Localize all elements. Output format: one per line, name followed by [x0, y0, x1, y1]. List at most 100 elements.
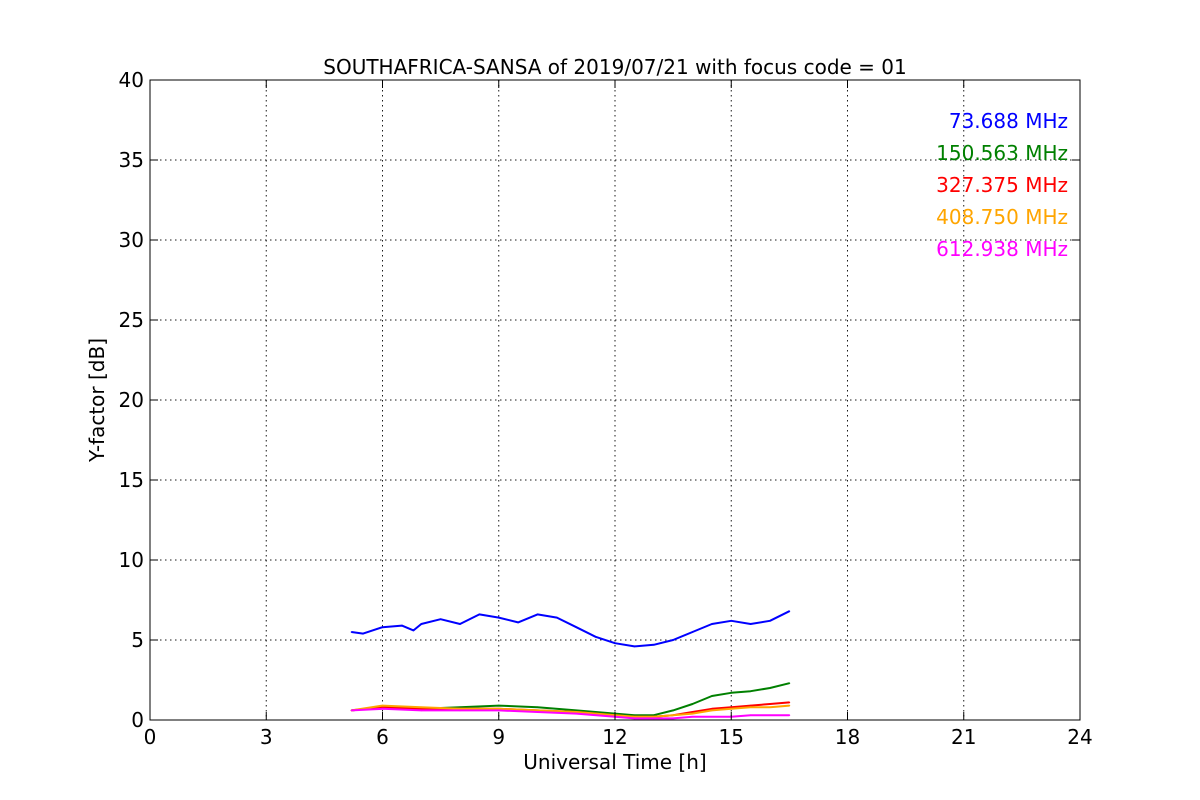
y-axis-label: Y-factor [dB]	[85, 338, 109, 463]
x-tick-label: 3	[260, 725, 273, 749]
data-point	[788, 701, 791, 704]
x-tick-label: 15	[719, 725, 744, 749]
data-point	[788, 610, 791, 612]
x-tick-label: 9	[492, 725, 505, 749]
data-point	[769, 620, 771, 622]
data-point	[498, 709, 500, 712]
data-point	[381, 704, 384, 707]
data-point	[536, 709, 539, 712]
data-point	[711, 623, 713, 625]
data-point	[381, 708, 384, 710]
legend-entry: 327.375 MHz	[936, 173, 1068, 197]
data-point	[788, 704, 791, 707]
data-point	[362, 632, 364, 635]
data-point	[350, 631, 353, 633]
data-point	[420, 709, 423, 712]
series-lines	[350, 610, 791, 720]
data-point	[575, 711, 578, 713]
data-point	[691, 631, 694, 633]
grid-lines	[149, 79, 1081, 721]
data-point	[350, 709, 353, 712]
data-point	[730, 706, 733, 708]
legend-entry: 612.938 MHz	[936, 237, 1068, 261]
x-axis-label: Universal Time [h]	[523, 750, 706, 774]
legend-entry: 408.750 MHz	[936, 205, 1068, 229]
x-tick-label: 0	[144, 725, 157, 749]
data-point	[672, 709, 674, 712]
legend: 73.688 MHz 150.563 MHz 327.375 MHz 408.750 …	[936, 109, 1068, 261]
x-tick-label: 21	[951, 725, 976, 749]
data-point	[536, 613, 539, 616]
data-point	[633, 716, 636, 718]
data-point	[730, 692, 733, 694]
data-point	[459, 708, 461, 710]
data-point	[459, 709, 461, 712]
data-point	[459, 623, 461, 625]
data-point	[788, 714, 791, 716]
data-point	[517, 621, 519, 624]
data-point	[653, 644, 655, 646]
y-tick-label: 0	[131, 708, 144, 732]
data-point	[653, 717, 655, 720]
data-point	[633, 714, 636, 716]
data-point	[420, 708, 423, 710]
data-point	[749, 623, 752, 625]
data-point	[730, 708, 733, 710]
x-tick-label: 6	[376, 725, 389, 749]
data-point	[769, 706, 771, 708]
x-tick-label: 12	[602, 725, 627, 749]
x-tick-label: 24	[1067, 725, 1092, 749]
data-point	[691, 712, 694, 715]
data-point	[769, 703, 771, 705]
y-tick-label: 35	[119, 148, 144, 172]
y-tick-label: 10	[119, 548, 144, 572]
data-point	[769, 714, 771, 716]
data-point	[769, 687, 771, 689]
data-point	[498, 616, 500, 619]
data-point	[575, 712, 578, 715]
data-point	[594, 636, 597, 638]
data-point	[381, 706, 384, 708]
data-point	[412, 629, 415, 632]
data-point	[459, 706, 461, 708]
data-point	[691, 703, 694, 705]
data-point	[381, 626, 384, 628]
data-point	[556, 616, 558, 619]
data-point	[633, 717, 636, 720]
y-tick-label: 30	[119, 228, 144, 252]
data-point	[730, 620, 733, 622]
data-point	[672, 714, 674, 716]
data-point	[749, 690, 752, 692]
data-point	[575, 626, 578, 628]
y-tick-label: 15	[119, 468, 144, 492]
data-point	[711, 695, 713, 697]
data-point	[749, 704, 752, 707]
data-point	[536, 711, 539, 713]
data-point	[653, 716, 655, 718]
axis-ticks	[149, 79, 1081, 721]
data-point	[498, 704, 500, 707]
y-tick-label: 40	[119, 68, 144, 92]
x-tick-label: 18	[835, 725, 860, 749]
data-point	[749, 714, 752, 716]
data-point	[401, 624, 403, 627]
y-tick-label: 5	[131, 628, 144, 652]
data-point	[498, 708, 500, 710]
legend-entry: 150.563 MHz	[936, 141, 1068, 165]
tick-labels: 0 3 6 9 12 15 18 21 24 0 5 10 15 20 25 30 35 40	[119, 68, 1093, 749]
data-point	[788, 682, 791, 684]
data-point	[691, 716, 694, 718]
data-point	[575, 709, 578, 712]
y-tick-label: 20	[119, 388, 144, 412]
data-point	[711, 708, 713, 710]
data-point	[711, 716, 713, 718]
data-point	[672, 639, 674, 641]
legend-entry: 73.688 MHz	[949, 109, 1068, 133]
data-point	[478, 613, 481, 616]
data-point	[749, 706, 752, 708]
data-point	[653, 714, 655, 716]
data-point	[633, 645, 636, 648]
data-point	[536, 706, 539, 708]
